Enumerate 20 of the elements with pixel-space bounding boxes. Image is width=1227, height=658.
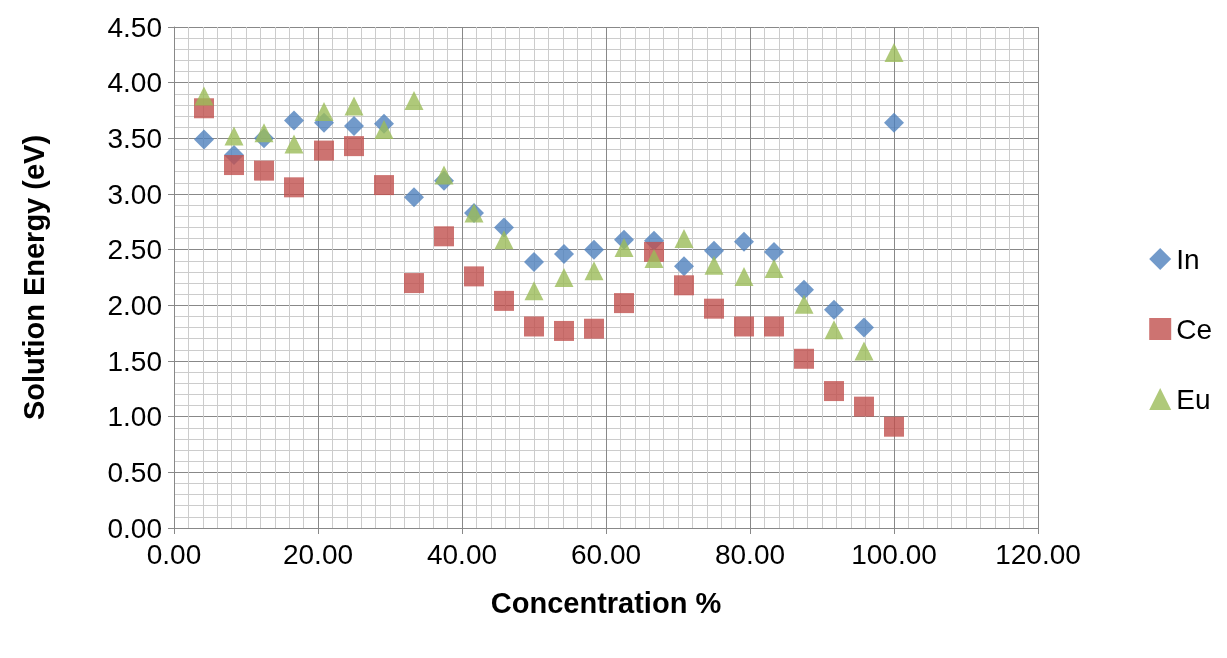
x-axis-title: Concentration % [490,586,722,619]
y-tick-label: 1.50 [107,345,162,377]
legend-label: Ce [1176,313,1212,345]
y-tick-label: 3.50 [107,122,162,154]
x-tick-label: 20.00 [282,538,354,570]
y-tick-label: 3.00 [107,178,162,210]
legend-label: Eu [1176,383,1211,415]
y-tick-label: 4.00 [107,67,162,99]
y-axis-title: Solution Energy (eV) [17,134,50,421]
x-tick-label: 80.00 [714,538,786,570]
y-tick-label: 4.50 [107,11,162,43]
y-tick-label: 2.00 [107,289,162,321]
x-tick-label: 40.00 [426,538,498,570]
x-tick-label: 120.00 [995,538,1081,570]
y-tick-label: 0.50 [107,456,162,488]
y-tick-label: 2.50 [107,234,162,266]
legend-label: In [1176,243,1200,275]
y-tick-label: 1.00 [107,401,162,433]
x-tick-label: 100.00 [851,538,937,570]
x-tick-label: 60.00 [570,538,642,570]
